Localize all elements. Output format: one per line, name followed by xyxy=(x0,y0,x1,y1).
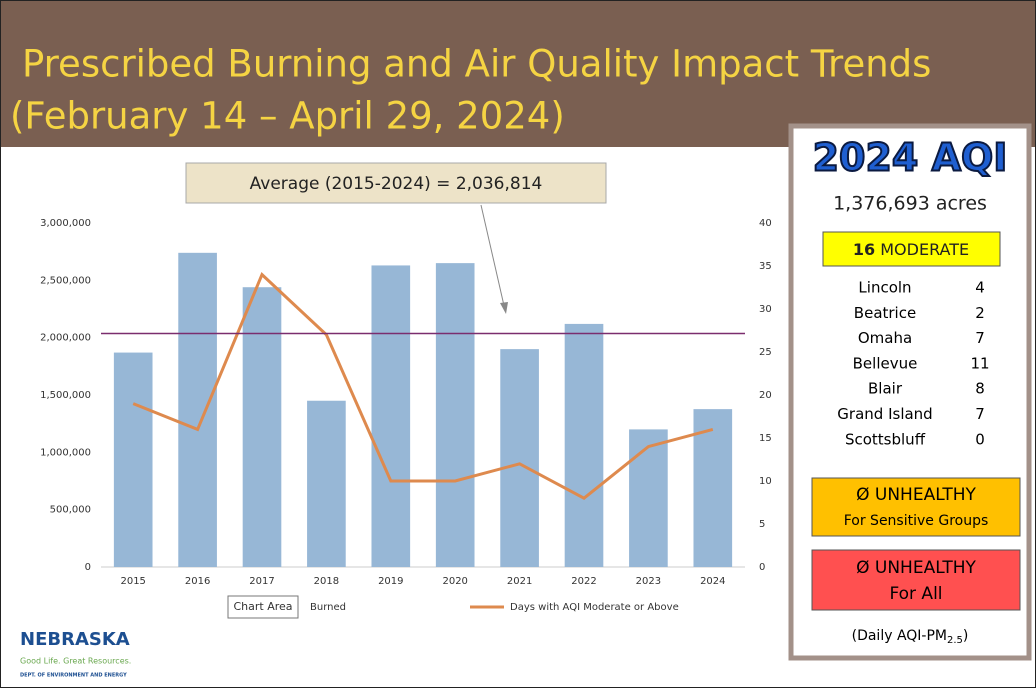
all-box xyxy=(811,549,1021,611)
bar xyxy=(435,263,475,567)
city-count: 2 xyxy=(975,304,985,322)
city-list: Lincoln 4 Beatrice 2 Omaha 7 Bellevue 11 Blair 8 G… xyxy=(837,279,989,449)
y2-tick-label: 15 xyxy=(759,433,772,444)
x-tick-label: 2021 xyxy=(507,576,532,587)
city-name: Lincoln xyxy=(858,279,911,297)
x-tick-label: 2015 xyxy=(120,576,145,587)
city-count: 4 xyxy=(975,279,985,297)
x-tick-label: 2018 xyxy=(314,576,339,587)
y2-tick-label: 25 xyxy=(759,347,772,358)
logo-dept: DEPT. OF ENVIRONMENT AND ENERGY xyxy=(20,673,127,679)
legend-label: Days with AQI Moderate or Above xyxy=(510,602,679,613)
y2-tick-label: 30 xyxy=(759,304,772,315)
city-name: Bellevue xyxy=(853,354,918,372)
x-tick-label: 2022 xyxy=(571,576,596,587)
y2-tick-label: 5 xyxy=(759,519,765,530)
sensitive-sub: For Sensitive Groups xyxy=(844,513,989,529)
bar xyxy=(371,265,411,567)
y-tick-label: 500,000 xyxy=(50,505,91,516)
sensitive-box xyxy=(811,477,1021,537)
y-tick-label: 3,000,000 xyxy=(40,218,91,229)
city-name: Beatrice xyxy=(854,304,916,322)
chart: 0 500,000 1,000,000 1,500,000 2,000,000 2,500… xyxy=(40,218,772,613)
x-tick-label: 2020 xyxy=(442,576,467,587)
y-tick-label: 0 xyxy=(85,562,91,573)
x-tick-label: 2016 xyxy=(185,576,210,587)
x-tick-label: 2024 xyxy=(700,576,725,587)
moderate-box xyxy=(822,231,1001,267)
bar xyxy=(500,349,539,567)
city-name: Blair xyxy=(868,380,903,398)
tooltip-box xyxy=(227,595,299,619)
city-name: Grand Island xyxy=(837,405,932,423)
logo-tagline: Good Life. Great Resources. xyxy=(20,657,131,666)
subtitle: (February 14 – April 29, 2024) xyxy=(10,95,565,138)
tooltip: Chart Area xyxy=(233,600,292,613)
bar xyxy=(693,409,733,567)
city-count: 0 xyxy=(975,430,985,448)
y-tick-label: 2,500,000 xyxy=(40,275,91,286)
bar xyxy=(629,429,668,567)
title: Prescribed Burning and Air Quality Impac… xyxy=(22,43,931,86)
title-banner xyxy=(1,1,1035,147)
city-count: 7 xyxy=(975,405,985,423)
y2-tick-label: 0 xyxy=(759,562,765,573)
city-count: 11 xyxy=(970,354,989,372)
city-name: Omaha xyxy=(858,329,912,347)
moderate: 16 MODERATE xyxy=(853,240,969,259)
y-tick-label: 1,500,000 xyxy=(40,390,91,401)
average-box xyxy=(185,162,607,204)
line xyxy=(132,272,714,500)
panel-title: 2024 AQI xyxy=(813,136,1008,180)
y2-tick-label: 35 xyxy=(759,261,772,272)
sensitive-title: Ø UNHEALTHY xyxy=(856,485,976,505)
arrowhead xyxy=(500,302,508,314)
y2-tick-label: 20 xyxy=(759,390,772,401)
y2-tick-label: 40 xyxy=(759,218,772,229)
all-sub: For All xyxy=(889,584,942,604)
all-title: Ø UNHEALTHY xyxy=(856,558,976,578)
city-name: Scottsbluff xyxy=(845,430,926,448)
city-count: 8 xyxy=(975,380,985,398)
bar xyxy=(307,400,346,567)
bar xyxy=(113,352,153,567)
x-tick-label: 2017 xyxy=(249,576,274,587)
bar xyxy=(242,287,282,567)
bar xyxy=(564,323,604,567)
legend-label: Burned xyxy=(310,602,346,613)
logo-name: NEBRASKA xyxy=(20,629,130,650)
y-tick-label: 1,000,000 xyxy=(40,447,91,458)
city-count: 7 xyxy=(975,329,985,347)
panel-acres: 1,376,693 acres xyxy=(833,193,987,215)
y-tick-label: 2,000,000 xyxy=(40,333,91,344)
footnote: (Daily AQI-PM2.5) xyxy=(852,628,969,646)
bar xyxy=(178,252,217,567)
x-tick-label: 2019 xyxy=(378,576,403,587)
arrow xyxy=(480,204,506,311)
average-label: Average (2015-2024) = 2,036,814 xyxy=(250,174,543,194)
x-tick-label: 2023 xyxy=(636,576,661,587)
y2-tick-label: 10 xyxy=(759,476,772,487)
